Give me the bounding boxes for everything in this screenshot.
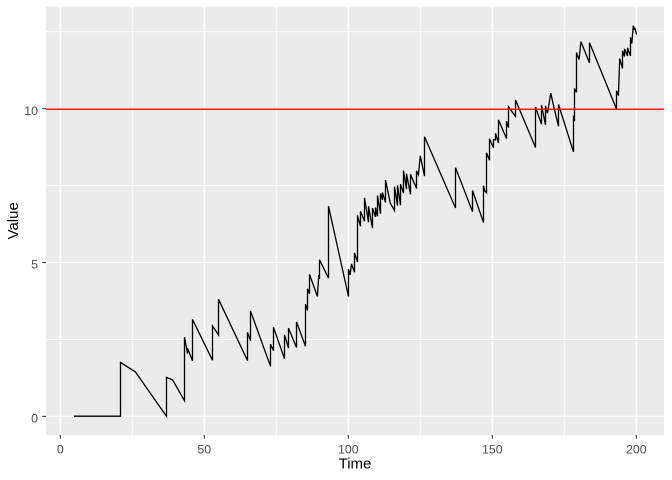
svg-text:200: 200	[626, 442, 647, 456]
svg-text:100: 100	[338, 442, 359, 456]
svg-text:10: 10	[24, 104, 38, 118]
svg-text:50: 50	[197, 442, 211, 456]
svg-text:Time: Time	[339, 456, 372, 473]
svg-text:0: 0	[57, 442, 64, 456]
svg-text:0: 0	[31, 412, 38, 426]
svg-text:Value: Value	[5, 202, 22, 239]
svg-text:150: 150	[482, 442, 503, 456]
svg-text:5: 5	[31, 258, 38, 272]
